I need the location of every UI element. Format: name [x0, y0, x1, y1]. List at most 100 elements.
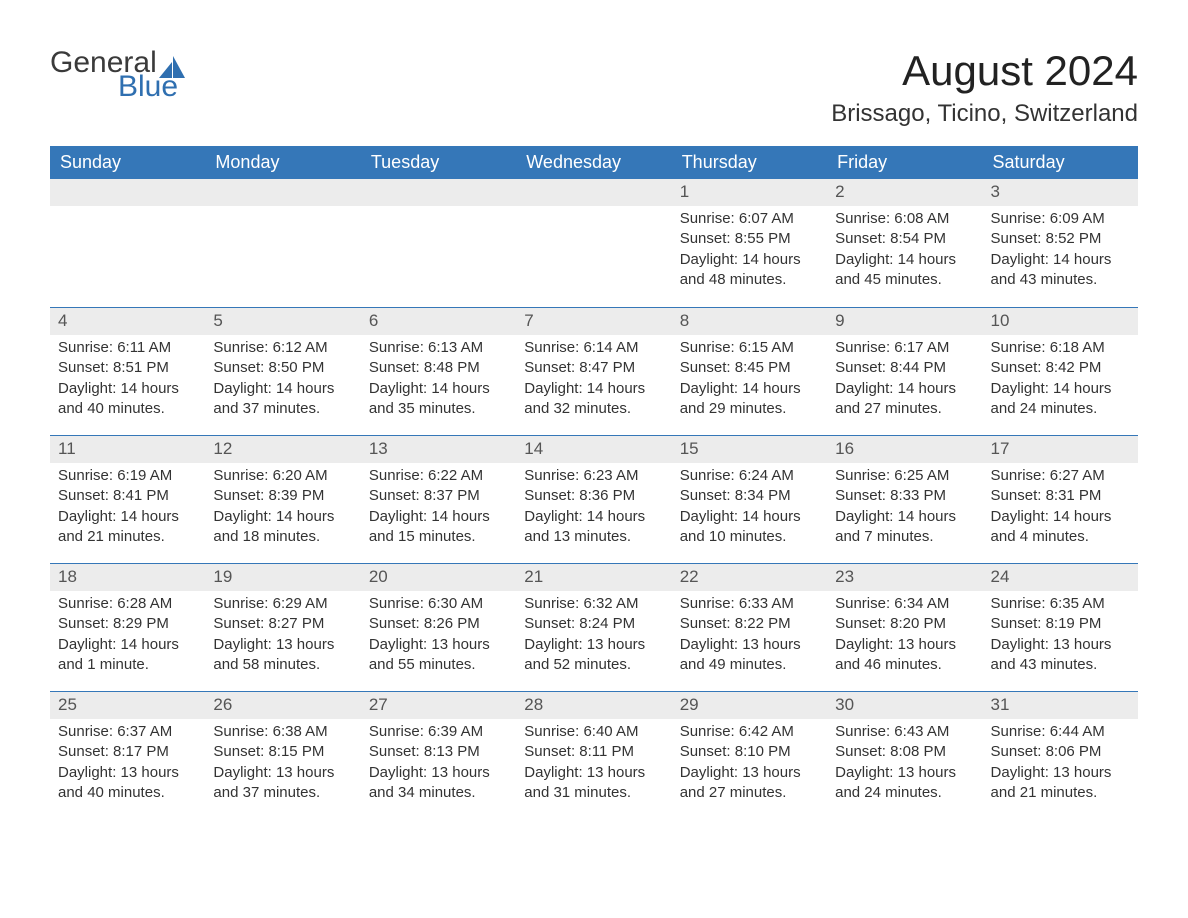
sunrise-text: Sunrise: 6:19 AM: [58, 466, 197, 486]
date-number: 3: [983, 179, 1138, 206]
sunrise-text: Sunrise: 6:13 AM: [369, 338, 508, 358]
daylight-text: Daylight: 13 hours and 27 minutes.: [680, 763, 819, 804]
week-row: 1Sunrise: 6:07 AMSunset: 8:55 PMDaylight…: [50, 179, 1138, 307]
daylight-text: Daylight: 14 hours and 1 minute.: [58, 635, 197, 676]
daylight-text: Daylight: 13 hours and 31 minutes.: [524, 763, 663, 804]
daylight-text: Daylight: 13 hours and 34 minutes.: [369, 763, 508, 804]
day-header: Monday: [205, 146, 360, 179]
date-number: 11: [50, 436, 205, 463]
day-detail: Sunrise: 6:23 AMSunset: 8:36 PMDaylight:…: [516, 463, 671, 553]
week-row: 25Sunrise: 6:37 AMSunset: 8:17 PMDayligh…: [50, 691, 1138, 819]
sunrise-text: Sunrise: 6:24 AM: [680, 466, 819, 486]
sunrise-text: Sunrise: 6:38 AM: [213, 722, 352, 742]
calendar-cell: 16Sunrise: 6:25 AMSunset: 8:33 PMDayligh…: [827, 436, 982, 563]
day-detail: Sunrise: 6:08 AMSunset: 8:54 PMDaylight:…: [827, 206, 982, 296]
day-header-row: Sunday Monday Tuesday Wednesday Thursday…: [50, 146, 1138, 179]
sunrise-text: Sunrise: 6:32 AM: [524, 594, 663, 614]
daylight-text: Daylight: 14 hours and 27 minutes.: [835, 379, 974, 420]
sunset-text: Sunset: 8:11 PM: [524, 742, 663, 762]
calendar-cell: 19Sunrise: 6:29 AMSunset: 8:27 PMDayligh…: [205, 564, 360, 691]
daylight-text: Daylight: 14 hours and 37 minutes.: [213, 379, 352, 420]
sunrise-text: Sunrise: 6:11 AM: [58, 338, 197, 358]
daylight-text: Daylight: 14 hours and 24 minutes.: [991, 379, 1130, 420]
sunset-text: Sunset: 8:34 PM: [680, 486, 819, 506]
sunrise-text: Sunrise: 6:33 AM: [680, 594, 819, 614]
calendar-cell: 18Sunrise: 6:28 AMSunset: 8:29 PMDayligh…: [50, 564, 205, 691]
week-row: 4Sunrise: 6:11 AMSunset: 8:51 PMDaylight…: [50, 307, 1138, 435]
date-number: 29: [672, 692, 827, 719]
calendar-cell: 21Sunrise: 6:32 AMSunset: 8:24 PMDayligh…: [516, 564, 671, 691]
daylight-text: Daylight: 14 hours and 18 minutes.: [213, 507, 352, 548]
calendar-cell: 17Sunrise: 6:27 AMSunset: 8:31 PMDayligh…: [983, 436, 1138, 563]
logo: General Blue: [50, 48, 185, 102]
calendar-cell: 14Sunrise: 6:23 AMSunset: 8:36 PMDayligh…: [516, 436, 671, 563]
sunset-text: Sunset: 8:22 PM: [680, 614, 819, 634]
sunset-text: Sunset: 8:06 PM: [991, 742, 1130, 762]
day-detail: Sunrise: 6:42 AMSunset: 8:10 PMDaylight:…: [672, 719, 827, 809]
day-detail: Sunrise: 6:33 AMSunset: 8:22 PMDaylight:…: [672, 591, 827, 681]
day-detail: Sunrise: 6:13 AMSunset: 8:48 PMDaylight:…: [361, 335, 516, 425]
sunrise-text: Sunrise: 6:20 AM: [213, 466, 352, 486]
date-number: 1: [672, 179, 827, 206]
calendar-cell: 27Sunrise: 6:39 AMSunset: 8:13 PMDayligh…: [361, 692, 516, 819]
calendar-cell: [50, 179, 205, 307]
calendar-cell: 11Sunrise: 6:19 AMSunset: 8:41 PMDayligh…: [50, 436, 205, 563]
day-detail: Sunrise: 6:40 AMSunset: 8:11 PMDaylight:…: [516, 719, 671, 809]
week-row: 11 Sunrise: 6:19 AMSunset: 8:41 PM Dayligh…: [50, 435, 1138, 563]
calendar-cell: [205, 179, 360, 307]
sunset-text: Sunset: 8:48 PM: [369, 358, 508, 378]
daylight-text: Daylight: 13 hours and 43 minutes.: [991, 635, 1130, 676]
date-number: 19: [205, 564, 360, 591]
daylight-text: Daylight: 14 hours and 29 minutes.: [680, 379, 819, 420]
month-title: August 2024: [831, 48, 1138, 94]
day-detail: Sunrise: 6:29 AMSunset: 8:27 PMDaylight:…: [205, 591, 360, 681]
calendar-cell: 26Sunrise: 6:38 AMSunset: 8:15 PMDayligh…: [205, 692, 360, 819]
day-header: Tuesday: [361, 146, 516, 179]
date-number: 7: [516, 308, 671, 335]
calendar-cell: [361, 179, 516, 307]
daylight-text: Daylight: 13 hours and 55 minutes.: [369, 635, 508, 676]
daylight-text: Daylight: 13 hours and 49 minutes.: [680, 635, 819, 676]
day-header: Saturday: [983, 146, 1138, 179]
date-number: 2: [827, 179, 982, 206]
date-number: 15: [672, 436, 827, 463]
title-block: August 2024 Brissago, Ticino, Switzerlan…: [831, 48, 1138, 128]
sunset-text: Sunset: 8:13 PM: [369, 742, 508, 762]
daylight-text: Daylight: 13 hours and 58 minutes.: [213, 635, 352, 676]
day-header: Friday: [827, 146, 982, 179]
date-number: [516, 179, 671, 206]
sunset-text: Sunset: 8:36 PM: [524, 486, 663, 506]
date-number: 12: [205, 436, 360, 463]
sunset-text: Sunset: 8:27 PM: [213, 614, 352, 634]
sunrise-text: Sunrise: 6:29 AM: [213, 594, 352, 614]
sunset-text: Sunset: 8:33 PM: [835, 486, 974, 506]
date-number: 13: [361, 436, 516, 463]
day-detail: Sunrise: 6:11 AMSunset: 8:51 PMDaylight:…: [50, 335, 205, 425]
sunset-text: Sunset: 8:42 PM: [991, 358, 1130, 378]
sunrise-text: Sunrise: 6:27 AM: [991, 466, 1130, 486]
date-number: 18: [50, 564, 205, 591]
sunrise-text: Sunrise: 6:17 AM: [835, 338, 974, 358]
sunrise-text: Sunrise: 6:18 AM: [991, 338, 1130, 358]
day-detail: Sunrise: 6:22 AMSunset: 8:37 PMDaylight:…: [361, 463, 516, 553]
day-detail: Sunrise: 6:15 AMSunset: 8:45 PMDaylight:…: [672, 335, 827, 425]
day-detail: Sunrise: 6:39 AMSunset: 8:13 PMDaylight:…: [361, 719, 516, 809]
date-number: 17: [983, 436, 1138, 463]
day-detail: Sunrise: 6:09 AMSunset: 8:52 PMDaylight:…: [983, 206, 1138, 296]
calendar-cell: 24Sunrise: 6:35 AMSunset: 8:19 PMDayligh…: [983, 564, 1138, 691]
daylight-text: Daylight: 14 hours and 4 minutes.: [991, 507, 1130, 548]
date-number: 10: [983, 308, 1138, 335]
sunset-text: Sunset: 8:41 PM: [58, 486, 197, 506]
calendar-cell: 4Sunrise: 6:11 AMSunset: 8:51 PMDaylight…: [50, 308, 205, 435]
sunrise-text: Sunrise: 6:22 AM: [369, 466, 508, 486]
day-detail: Sunrise: 6:27 AMSunset: 8:31 PMDaylight:…: [983, 463, 1138, 553]
day-header: Thursday: [672, 146, 827, 179]
day-detail: Sunrise: 6:34 AMSunset: 8:20 PMDaylight:…: [827, 591, 982, 681]
sunrise-text: Sunrise: 6:39 AM: [369, 722, 508, 742]
sunrise-text: Sunrise: 6:28 AM: [58, 594, 197, 614]
calendar-cell: 29Sunrise: 6:42 AMSunset: 8:10 PMDayligh…: [672, 692, 827, 819]
sunset-text: Sunset: 8:51 PM: [58, 358, 197, 378]
sunrise-text: Sunrise: 6:42 AM: [680, 722, 819, 742]
sunset-text: Sunset: 8:37 PM: [369, 486, 508, 506]
sunset-text: Sunset: 8:19 PM: [991, 614, 1130, 634]
